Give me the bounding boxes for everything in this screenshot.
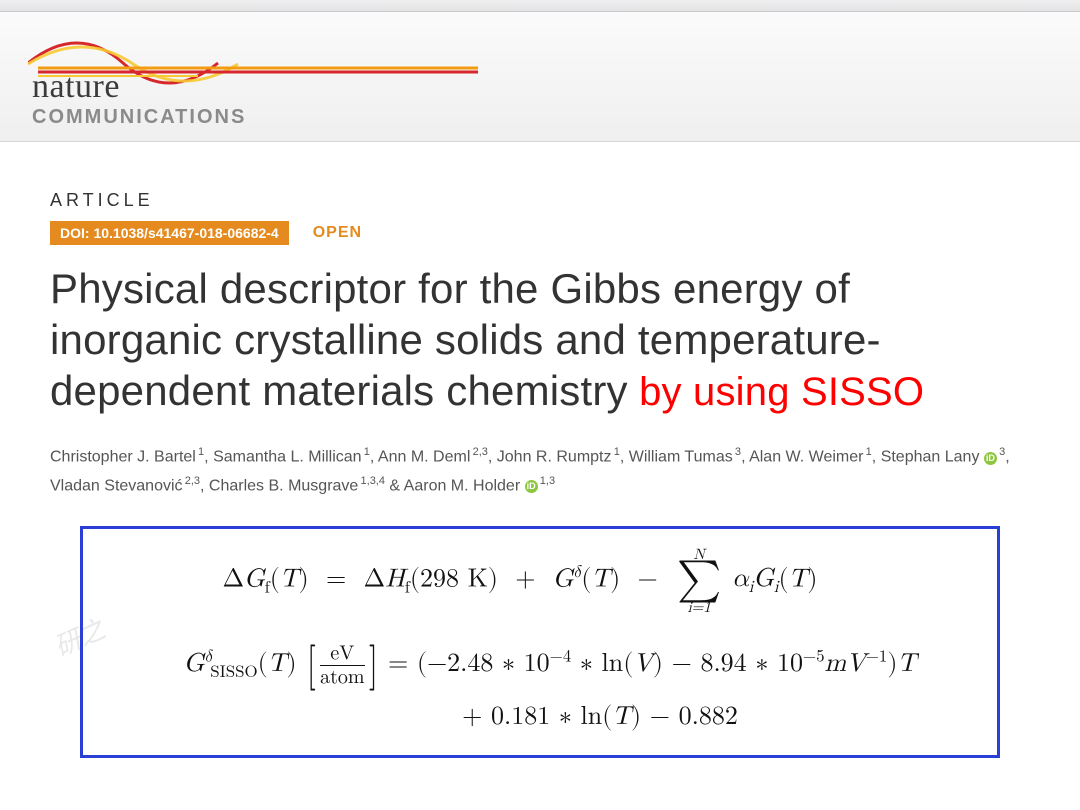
equation-box: 研之 ΔGf(T) = ΔHf(298 K) + Gδ(T) − N ∑ i=1… <box>80 526 1000 758</box>
watermark-text: 研之 <box>48 609 111 664</box>
equation-1: ΔGf(T) = ΔHf(298 K) + Gδ(T) − N ∑ i=1 αi… <box>63 547 977 615</box>
equation-2-line2: + 0.181 ∗ ln(T) − 0.882 <box>223 702 977 733</box>
slide-annotation: by using SISSO <box>628 370 924 414</box>
journal-header: nature COMMUNICATIONS <box>0 12 1080 142</box>
doi-badge[interactable]: DOI: 10.1038/s41467-018-06682-4 <box>50 221 289 245</box>
journal-name: nature <box>32 68 246 106</box>
journal-subname: COMMUNICATIONS <box>32 106 246 129</box>
summation-symbol: N ∑ i=1 <box>677 547 721 615</box>
article-type-label: ARTICLE <box>50 190 1030 211</box>
author-list: Christopher J. Bartel 1, Samantha L. Mil… <box>50 443 1030 500</box>
equation-2-line1: GδSISSO(T) [ eV atom ] = (−2.48 ∗ 10−4 ∗… <box>123 643 977 688</box>
article-title: Physical descriptor for the Gibbs energy… <box>50 263 1030 417</box>
article-body: ARTICLE DOI: 10.1038/s41467-018-06682-4 … <box>0 142 1080 758</box>
window-chrome-bar <box>0 0 1080 12</box>
open-access-badge: OPEN <box>313 224 362 242</box>
doi-row: DOI: 10.1038/s41467-018-06682-4 OPEN <box>50 221 1030 245</box>
